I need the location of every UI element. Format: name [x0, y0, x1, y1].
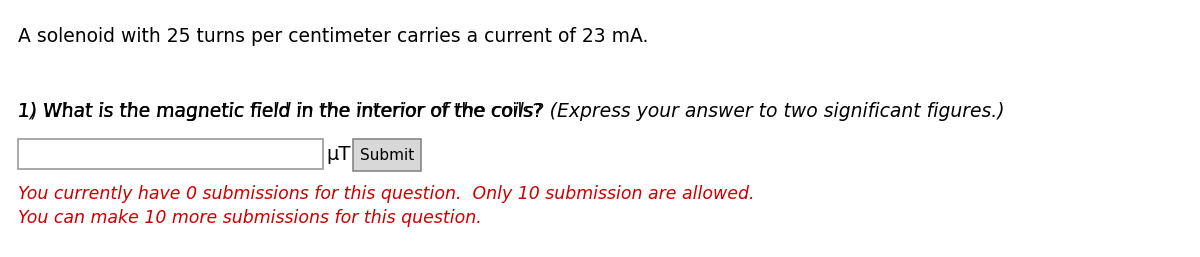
Text: You can make 10 more submissions for this question.: You can make 10 more submissions for thi…	[18, 209, 481, 227]
FancyBboxPatch shape	[353, 139, 421, 171]
Text: Submit: Submit	[360, 148, 414, 162]
Text: A solenoid with 25 turns per centimeter carries a current of 23 mA.: A solenoid with 25 turns per centimeter …	[18, 27, 648, 46]
Text: You currently have 0 submissions for this question.  Only 10 submission are allo: You currently have 0 submissions for thi…	[18, 185, 755, 203]
Text: μT: μT	[326, 144, 350, 163]
Text: 1) What is the magnetic field in the interior of the coils? (Express your answer: 1) What is the magnetic field in the int…	[18, 102, 1004, 121]
Text: 1) What is the magnetic field in the interior of the coils?: 1) What is the magnetic field in the int…	[18, 102, 548, 121]
Bar	[18, 139, 323, 169]
